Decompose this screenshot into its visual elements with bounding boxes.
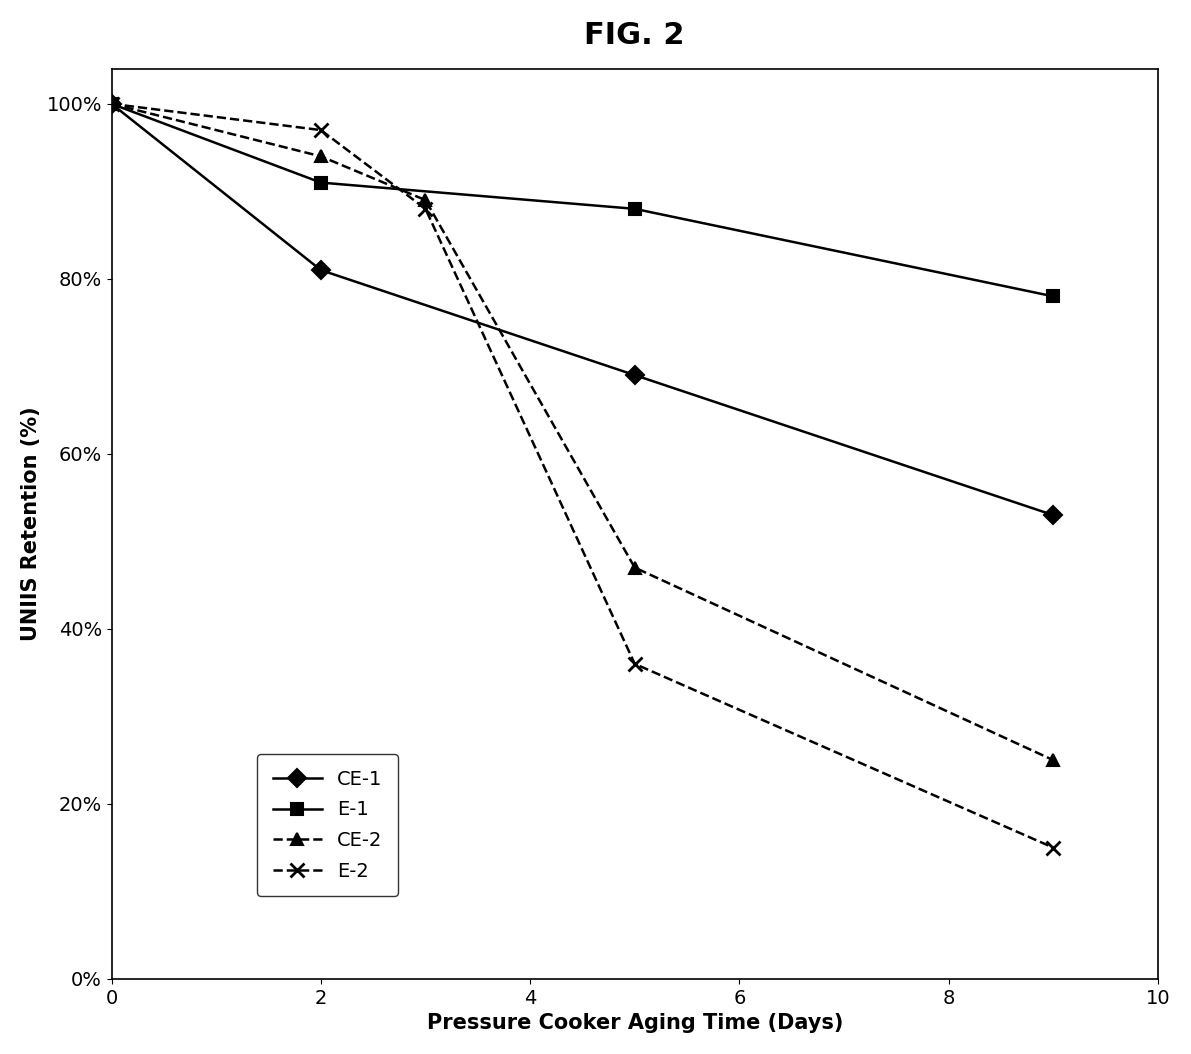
E-2 xyxy=(628,658,642,670)
CE-2 xyxy=(1046,754,1060,766)
CE-2 xyxy=(628,562,642,574)
CE-1 xyxy=(105,98,119,111)
E-2 xyxy=(313,123,328,136)
Legend: CE-1, E-1, CE-2, E-2: CE-1, E-1, CE-2, E-2 xyxy=(257,755,398,896)
E-2 xyxy=(418,202,432,215)
Y-axis label: UNIIS Retention (%): UNIIS Retention (%) xyxy=(20,407,40,641)
Line: E-2: E-2 xyxy=(105,97,1060,855)
CE-2 xyxy=(313,150,328,162)
CE-1 xyxy=(628,369,642,382)
Title: FIG. 2: FIG. 2 xyxy=(585,21,685,50)
E-1 xyxy=(105,98,119,111)
CE-1 xyxy=(313,264,328,276)
CE-2 xyxy=(105,98,119,111)
E-2 xyxy=(1046,841,1060,854)
Line: E-1: E-1 xyxy=(105,98,1060,302)
E-2 xyxy=(105,98,119,111)
E-1 xyxy=(628,202,642,215)
Line: CE-1: CE-1 xyxy=(105,98,1060,522)
Line: CE-2: CE-2 xyxy=(105,98,1060,766)
E-1 xyxy=(1046,290,1060,302)
CE-2 xyxy=(418,194,432,207)
CE-1 xyxy=(1046,509,1060,522)
X-axis label: Pressure Cooker Aging Time (Days): Pressure Cooker Aging Time (Days) xyxy=(426,1013,843,1033)
E-1 xyxy=(313,176,328,189)
